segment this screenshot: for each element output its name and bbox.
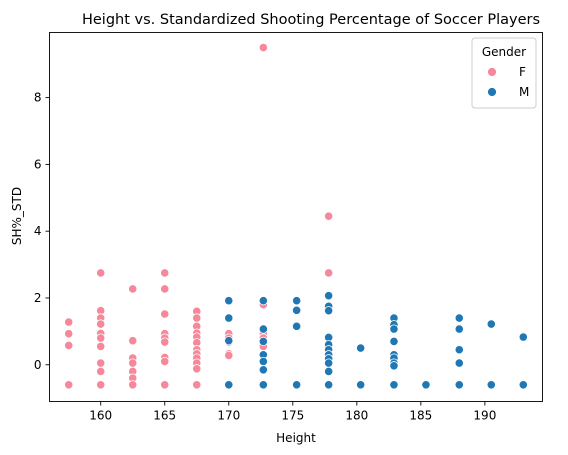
- data-point-f-13: [96, 380, 106, 390]
- x-axis: 160 165 170 175 180 185 190: [89, 401, 496, 423]
- data-point-m-24: [324, 366, 334, 377]
- plot-frame: [49, 32, 543, 402]
- data-point-f-7: [96, 319, 106, 329]
- data-point-m-13: [292, 321, 302, 331]
- y-tick-label-8: 8: [34, 91, 42, 105]
- data-point-m-2: [224, 336, 234, 346]
- x-tick-label-160: 160: [89, 409, 112, 423]
- x-tick-label-170: 170: [217, 409, 240, 423]
- legend: Gender F M: [471, 37, 537, 109]
- data-point-m-8: [258, 356, 268, 367]
- data-point-f-1: [64, 329, 74, 339]
- legend-label-m: M: [519, 85, 529, 99]
- data-point-f-3: [64, 380, 74, 390]
- points-layer: [64, 42, 528, 390]
- data-point-m-5: [258, 324, 268, 334]
- chart-title: Height vs. Standardized Shooting Percent…: [82, 12, 540, 28]
- data-point-f-47: [258, 42, 268, 53]
- data-point-f-46: [224, 350, 234, 361]
- y-tick-label-4: 4: [34, 224, 42, 238]
- data-point-m-12: [292, 305, 302, 315]
- data-point-m-11: [292, 296, 302, 306]
- x-tick-label-175: 175: [281, 409, 304, 423]
- legend-label-f: F: [519, 65, 526, 79]
- data-point-m-31: [389, 336, 399, 346]
- data-point-m-14: [292, 380, 302, 390]
- y-tick-label-0: 0: [34, 358, 42, 372]
- data-point-m-10: [258, 380, 268, 390]
- data-point-m-35: [389, 361, 399, 371]
- data-point-m-4: [258, 296, 268, 306]
- data-point-f-54: [324, 268, 334, 278]
- legend-title: Gender: [482, 45, 526, 59]
- data-point-m-44: [486, 380, 496, 390]
- data-point-m-25: [324, 380, 334, 390]
- data-point-f-2: [64, 340, 74, 350]
- data-point-m-30: [389, 324, 399, 334]
- x-tick-label-190: 190: [473, 409, 496, 423]
- data-point-m-15: [324, 291, 334, 301]
- data-point-m-37: [421, 380, 431, 390]
- data-point-f-12: [96, 366, 106, 377]
- data-point-f-17: [128, 358, 138, 368]
- data-point-f-15: [128, 336, 138, 346]
- data-point-m-45: [518, 332, 528, 342]
- data-point-m-36: [389, 380, 399, 390]
- data-point-m-6: [258, 336, 268, 346]
- data-point-m-38: [454, 313, 464, 323]
- data-point-m-23: [324, 358, 334, 368]
- data-point-m-41: [454, 358, 464, 368]
- data-point-f-10: [96, 341, 106, 351]
- data-point-f-40: [192, 364, 202, 374]
- data-point-m-1: [224, 313, 234, 323]
- data-point-f-53: [324, 211, 334, 221]
- data-point-m-17: [324, 306, 334, 316]
- y-axis-label: SH%_STD: [10, 187, 24, 245]
- data-point-f-41: [192, 380, 202, 390]
- data-point-m-39: [454, 324, 464, 334]
- x-tick-label-185: 185: [409, 409, 432, 423]
- x-tick-label-165: 165: [153, 409, 176, 423]
- data-point-m-42: [454, 380, 464, 390]
- data-point-f-4: [96, 268, 106, 278]
- data-point-m-46: [518, 380, 528, 390]
- data-point-f-31: [192, 313, 202, 323]
- data-point-f-23: [160, 309, 170, 319]
- legend-marker-f: [487, 67, 497, 77]
- y-axis: 0 2 4 6 8: [34, 91, 50, 372]
- data-point-f-11: [96, 358, 106, 368]
- data-point-m-43: [486, 319, 496, 329]
- data-point-f-26: [160, 337, 170, 347]
- legend-marker-m: [487, 87, 497, 97]
- y-tick-label-2: 2: [34, 291, 42, 305]
- data-point-m-40: [454, 345, 464, 355]
- data-point-f-28: [160, 356, 170, 367]
- data-point-m-26: [356, 343, 366, 353]
- x-axis-label: Height: [276, 431, 316, 445]
- data-point-f-20: [128, 380, 138, 390]
- data-point-m-27: [356, 380, 366, 390]
- data-point-f-9: [96, 333, 106, 343]
- data-point-f-0: [64, 317, 74, 327]
- data-point-f-21: [160, 268, 170, 278]
- data-point-f-29: [160, 380, 170, 390]
- x-tick-label-180: 180: [345, 409, 368, 423]
- data-point-f-14: [128, 284, 138, 294]
- data-point-m-3: [224, 380, 234, 390]
- y-tick-label-6: 6: [34, 157, 42, 171]
- data-point-m-9: [258, 365, 268, 375]
- data-point-f-22: [160, 284, 170, 294]
- data-point-m-0: [224, 296, 234, 306]
